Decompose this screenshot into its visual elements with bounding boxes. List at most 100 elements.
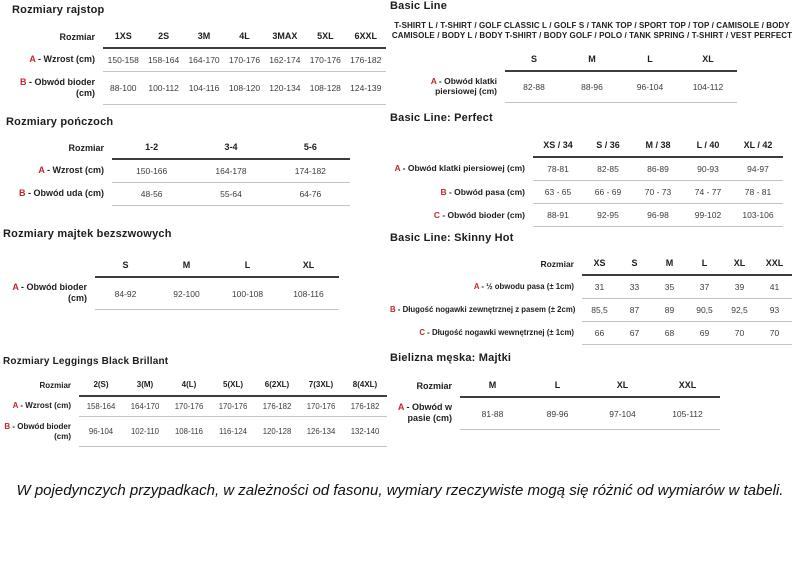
size-value-cell: 150-166 — [112, 159, 192, 183]
measurement-label: A - Wzrost (cm) — [29, 54, 95, 65]
table-header: Rozmiar M L XL XXL — [390, 380, 720, 398]
size-value-cell: 68 — [652, 321, 687, 345]
measurement-letter: A — [12, 401, 19, 411]
size-value-cell: 93 — [757, 298, 792, 322]
size-column-header: 2S — [143, 31, 184, 49]
table-header-row: Rozmiar 1XS 2S 3M 4L 3MAX 5XL 6XXL — [12, 31, 386, 49]
table-row: A - Wzrost (cm) 150-166 164-178 174-182 — [6, 159, 350, 183]
size-column-header: M — [652, 258, 687, 276]
measurement-letter: C — [433, 209, 440, 220]
product-list: T-SHIRT L / T-SHIRT / GOLF CLASSIC L / G… — [391, 21, 793, 41]
table-row: A - Obwód klatki piersiowej (cm) 78-81 82-… — [390, 157, 783, 181]
size-column-header: 6(2XL) — [255, 380, 299, 397]
size-column-header: XL — [590, 380, 655, 398]
size-value-cell: 164-170 — [123, 396, 167, 417]
table-row: C - Długość nogawki wewnętrznej (± 1cm) 6… — [390, 321, 792, 345]
size-column-header: 4(L) — [167, 380, 211, 397]
size-column-header: 1XS — [103, 31, 144, 49]
size-value-cell: 88-91 — [533, 203, 583, 227]
size-column-header: 5-6 — [270, 142, 350, 160]
size-value-cell: 66 - 69 — [583, 180, 633, 204]
size-value-cell: 108-128 — [305, 71, 346, 105]
size-value-cell: 120-134 — [264, 71, 306, 105]
measurement-letter: A — [397, 402, 404, 412]
size-value-cell: 69 — [687, 321, 722, 345]
size-value-cell: 70 - 73 — [633, 180, 683, 204]
size-table-rajstopy: Rozmiar 1XS 2S 3M 4L 3MAX 5XL 6XXL A - Wzrost (c… — [12, 31, 386, 105]
table-corner-label: Rozmiar — [416, 380, 452, 391]
size-value-cell: 82-88 — [505, 70, 563, 103]
size-value-cell: 67 — [617, 321, 652, 345]
size-value-cell: 89 — [652, 298, 687, 322]
size-value-cell: 33 — [617, 275, 652, 299]
size-value-cell: 94-97 — [733, 157, 783, 181]
size-column-header: 3MAX — [264, 31, 306, 49]
size-value-cell: 108-120 — [224, 71, 265, 105]
table-corner-label: Rozmiar — [59, 31, 95, 42]
size-value-cell: 132-140 — [343, 416, 387, 447]
size-column-header: 4L — [224, 31, 265, 49]
table-row: B - Obwód bioder (cm) 96-104 102-110 108-11… — [3, 416, 387, 447]
measurement-letter: A — [29, 54, 36, 65]
size-value-cell: 87 — [617, 298, 652, 322]
measurement-label: B - Obwód uda (cm) — [19, 188, 104, 199]
size-column-header: L — [687, 258, 722, 276]
section-basic-line-perfect: Basic Line: Perfect XS / 34 S / 36 M / 38 L… — [390, 112, 796, 227]
measurement-letter: C — [419, 328, 426, 338]
size-column-header: 3-4 — [191, 142, 271, 160]
size-value-cell: 82-85 — [583, 157, 633, 181]
size-value-cell: 120-128 — [255, 416, 299, 447]
table-corner-label — [390, 140, 533, 157]
size-value-cell: 99-102 — [683, 203, 733, 227]
size-value-cell: 164-178 — [191, 159, 271, 183]
table-header: XS / 34 S / 36 M / 38 L / 40 XL / 42 — [390, 140, 783, 158]
table-row: A - Wzrost (cm) 158-164 164-170 170-176 170-… — [3, 396, 387, 417]
table-row: A - Obwód klatki piersiowej (cm) 82-88 88-… — [390, 70, 737, 103]
size-value-cell: 78 - 81 — [733, 180, 783, 204]
table-header: S M L XL — [3, 260, 339, 278]
table-body: A - Obwód klatki piersiowej (cm) 82-88 88-… — [390, 70, 737, 103]
size-value-cell: 92,5 — [722, 298, 757, 322]
size-column-header: M / 38 — [633, 140, 683, 158]
section-basic-line-skinny-hot: Basic Line: Skinny Hot Rozmiar XS S M L XL XXL… — [390, 232, 796, 345]
size-column-header: 7(3XL) — [299, 380, 343, 397]
size-value-cell: 176-182 — [255, 396, 299, 417]
table-header: Rozmiar 2(S) 3(M) 4(L) 5(XL) 6(2XL) 7(3XL) 8(4X… — [3, 380, 387, 397]
size-column-header: 3(M) — [123, 380, 167, 397]
size-value-cell: 116-124 — [211, 416, 255, 447]
measurement-letter: A — [394, 163, 401, 174]
size-value-cell: 108-116 — [167, 416, 211, 447]
table-body: A - Wzrost (cm) 150-166 164-178 174-182 B - … — [6, 159, 350, 206]
size-column-header: 6XXL — [345, 31, 386, 49]
table-corner-label: Rozmiar — [39, 380, 71, 390]
size-column-header: 3M — [183, 31, 225, 49]
size-column-header: S / 36 — [583, 140, 633, 158]
table-body: A - Obwód w pasie (cm) 81-88 89-96 97-104 10… — [390, 397, 720, 430]
table-row: B - Obwód bioder (cm) 88-100 100-112 104-11… — [12, 71, 386, 105]
size-value-cell: 102-110 — [123, 416, 167, 447]
size-value-cell: 103-106 — [733, 203, 783, 227]
size-value-cell: 70 — [757, 321, 792, 345]
size-value-cell: 170-176 — [224, 48, 265, 72]
table-corner-label — [390, 54, 505, 71]
size-value-cell: 158-164 — [143, 48, 184, 72]
size-value-cell: 92-95 — [583, 203, 633, 227]
measurement-label: A - Obwód bioder (cm) — [12, 282, 87, 304]
measurement-letter: B — [4, 421, 11, 431]
section-bielizna-meska-majtki: Bielizna męska: Majtki Rozmiar M L XL XXL A -… — [390, 352, 730, 430]
table-header: Rozmiar 1-2 3-4 5-6 — [6, 142, 350, 160]
size-column-header: L — [217, 260, 278, 278]
section-rozmiary-ponczoch: Rozmiary pończoch Rozmiar 1-2 3-4 5-6 A - Wz… — [6, 116, 366, 206]
table-header-row: Rozmiar M L XL XXL — [390, 380, 720, 398]
measurement-letter: B — [20, 76, 27, 87]
size-value-cell: 176-182 — [345, 48, 386, 72]
table-row: B - Obwód pasa (cm) 63 - 65 66 - 69 70 - 73… — [390, 180, 783, 204]
measurement-letter: A — [12, 282, 19, 292]
measurement-label: C - Obwód bioder (cm) — [433, 209, 525, 220]
size-value-cell: 35 — [652, 275, 687, 299]
table-header-row: XS / 34 S / 36 M / 38 L / 40 XL / 42 — [390, 140, 783, 158]
size-column-header: S — [95, 260, 156, 278]
measurement-letter: B — [440, 186, 447, 197]
section-title: Rozmiary rajstop — [12, 4, 105, 16]
